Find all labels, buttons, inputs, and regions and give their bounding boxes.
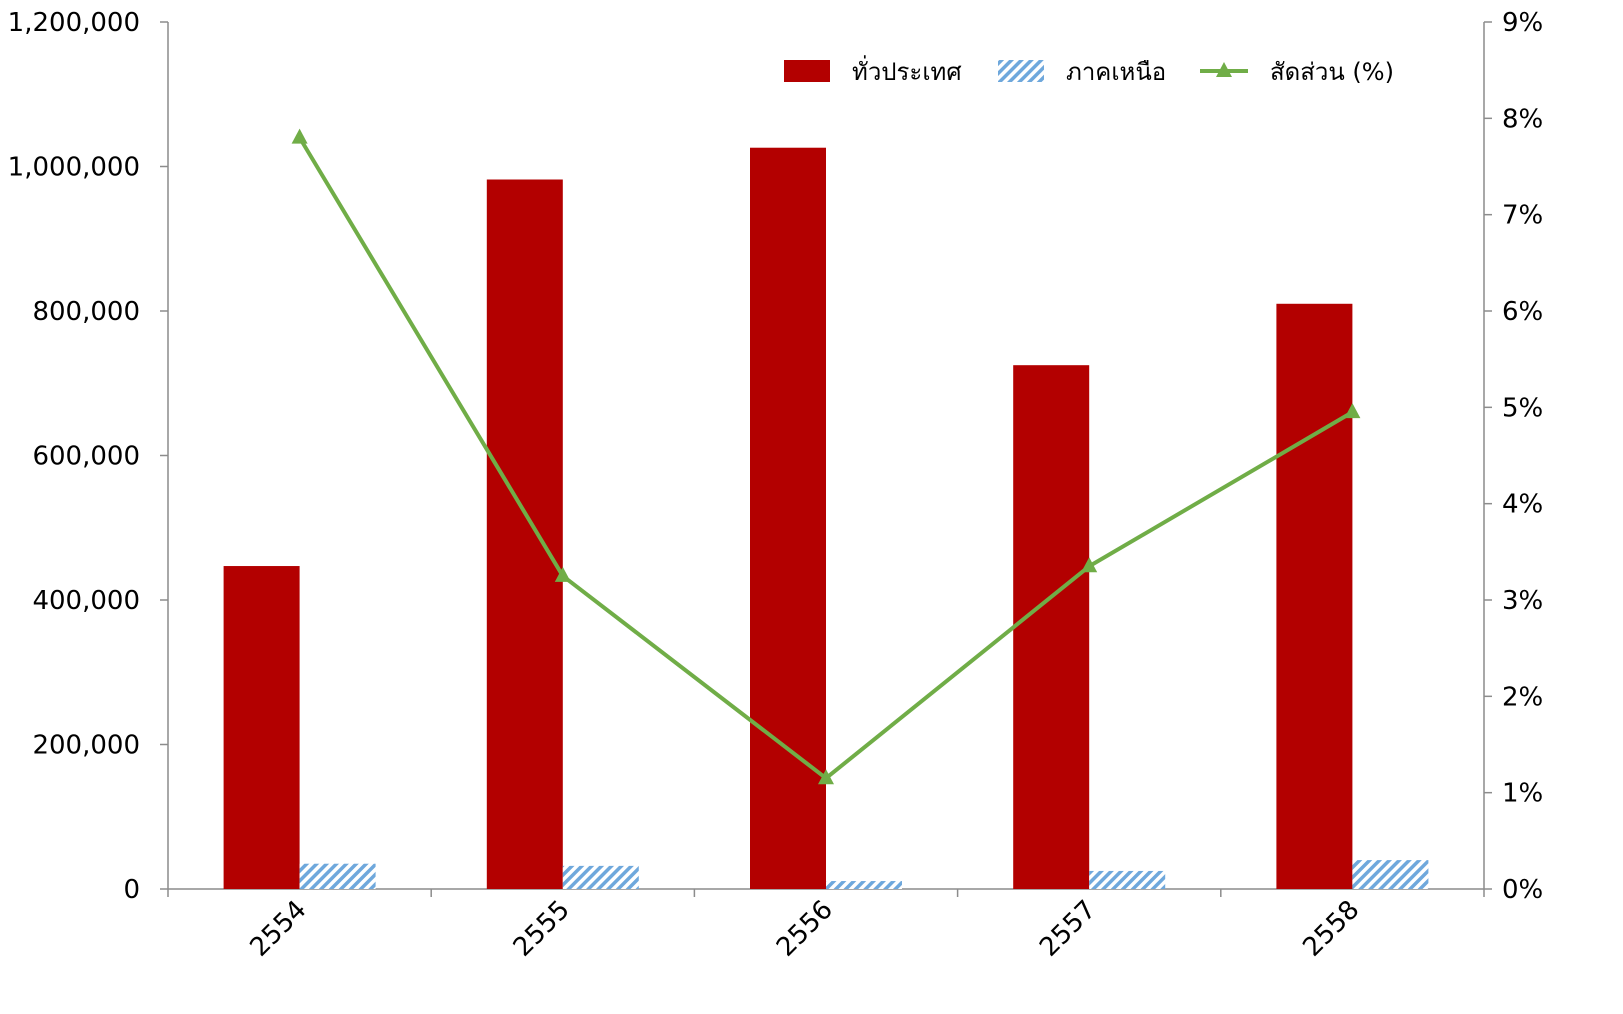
legend-swatch-share-marker [1216,62,1232,77]
legend-label-share: สัดส่วน (%) [1270,58,1394,86]
right-y-tick-label: 1% [1502,779,1543,809]
share-point-marker [818,769,834,785]
share-point-marker [554,566,571,582]
share-line [291,128,1361,785]
share-point-marker [291,128,308,144]
right-y-tick-label: 2% [1502,682,1543,712]
share-point-marker [1344,403,1361,419]
right-y-tick-label: 7% [1502,201,1543,231]
left-y-tick-label: 0 [123,875,140,905]
bar-north [826,881,902,889]
legend-label-north: ภาคเหนือ [1066,58,1166,86]
legend-label-nationwide: ทั่วประเทศ [852,55,962,86]
x-tick-label: 2555 [508,895,576,963]
right-y-tick-label: 3% [1502,586,1543,616]
bar-north [299,863,376,889]
left-y-tick-label: 600,000 [32,442,140,472]
right-y-tick-label: 8% [1502,104,1543,134]
x-tick-label: 2557 [1034,895,1102,963]
legend-swatch-nationwide [784,60,830,82]
right-y-tick-label: 4% [1502,490,1543,520]
bar-nationwide [750,147,826,890]
left-y-tick-label: 1,000,000 [8,153,140,183]
bar-north [562,865,639,889]
share-point-marker [1081,557,1098,573]
left-y-tick-label: 400,000 [32,586,140,616]
bar-nationwide [486,179,563,889]
left-y-tick-label: 200,000 [32,731,140,761]
bar-nationwide [1276,303,1353,889]
bars [223,147,1429,890]
x-tick-label: 2558 [1297,895,1365,963]
right-y-tick-label: 9% [1502,8,1543,38]
bar-nationwide [1013,365,1090,889]
right-y-tick-label: 6% [1502,297,1543,327]
bar-nationwide [223,566,300,889]
x-tick-label: 2554 [245,895,313,963]
left-y-tick-label: 800,000 [32,297,140,327]
bar-north [1352,860,1429,889]
legend-swatch-north [998,60,1044,82]
x-tick-label: 2556 [771,895,839,963]
right-y-tick-label: 5% [1502,393,1543,423]
right-y-tick-label: 0% [1502,875,1543,905]
legend: ทั่วประเทศ ภาคเหนือ สัดส่วน (%) [784,55,1394,86]
bar-north [1089,870,1166,889]
left-y-tick-label: 1,200,000 [8,8,140,38]
